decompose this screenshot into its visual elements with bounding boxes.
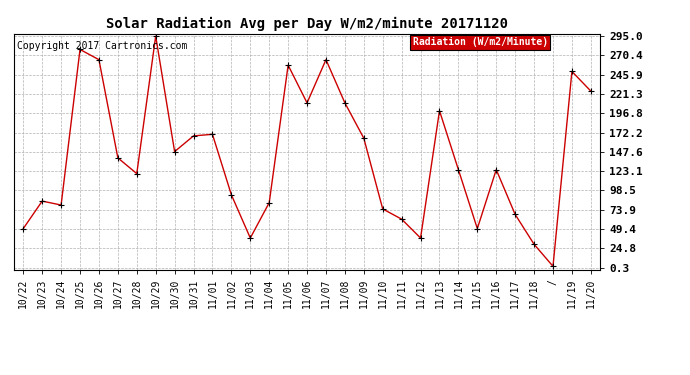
Text: Radiation (W/m2/Minute): Radiation (W/m2/Minute)	[413, 37, 548, 47]
Text: Copyright 2017 Cartronics.com: Copyright 2017 Cartronics.com	[17, 41, 187, 51]
Title: Solar Radiation Avg per Day W/m2/minute 20171120: Solar Radiation Avg per Day W/m2/minute …	[106, 17, 508, 31]
